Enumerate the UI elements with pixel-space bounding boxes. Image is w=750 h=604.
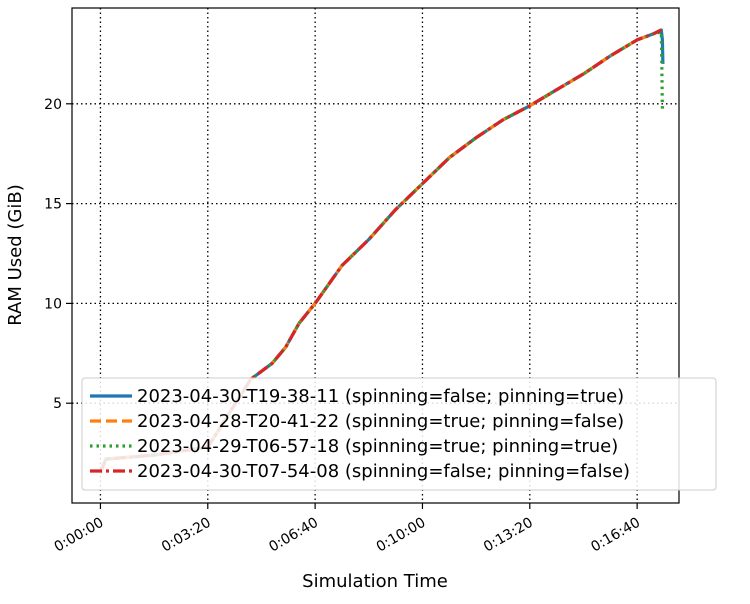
y-tick-label: 20 xyxy=(44,97,62,113)
y-tick-label: 5 xyxy=(53,396,62,412)
plot-frame xyxy=(71,7,680,504)
y-tick-label: 10 xyxy=(44,296,62,312)
legend-entry-label: 2023-04-30-T19-38-11 (spinning=false; pi… xyxy=(137,386,624,407)
legend-entry-label: 2023-04-28-T20-41-22 (spinning=true; pin… xyxy=(137,411,624,432)
y-axis-ticks: 5 10 15 20 xyxy=(44,97,72,412)
legend-entry-label: 2023-04-29-T06-57-18 (spinning=true; pin… xyxy=(137,436,618,457)
legend-entry-label: 2023-04-30-T07-54-08 (spinning=false; pi… xyxy=(137,461,630,482)
y-axis-label: RAM Used (GiB) xyxy=(5,184,26,325)
legend-box xyxy=(81,377,717,491)
y-tick-label: 15 xyxy=(44,197,62,213)
x-axis-label: Simulation Time xyxy=(302,571,448,592)
legend: 2023-04-30-T19-38-11 (spinning=false; pi… xyxy=(81,377,717,491)
grid xyxy=(72,8,679,503)
series-line xyxy=(98,28,662,474)
